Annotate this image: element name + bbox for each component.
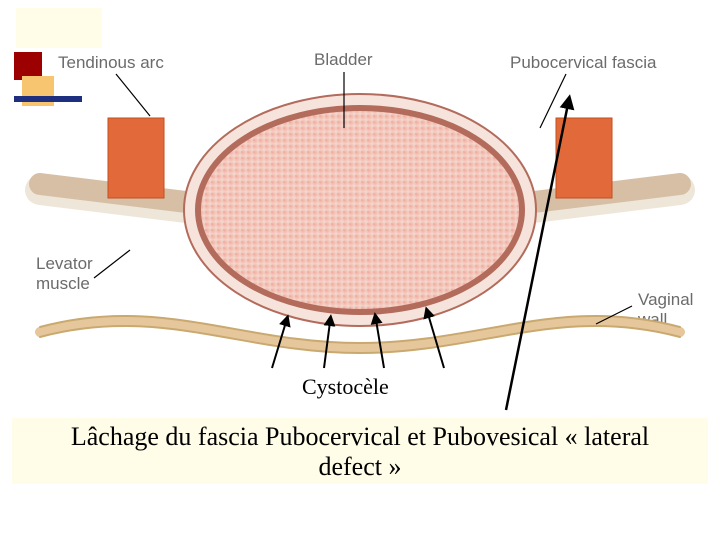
caption-box: Lâchage du fascia Pubocervical et Pubove… [12, 418, 708, 484]
annotation-cystocele: Cystocèle [302, 374, 389, 400]
caption-line1: Lâchage du fascia Pubocervical et Pubove… [12, 422, 708, 452]
caption-line2: defect » [12, 452, 708, 482]
